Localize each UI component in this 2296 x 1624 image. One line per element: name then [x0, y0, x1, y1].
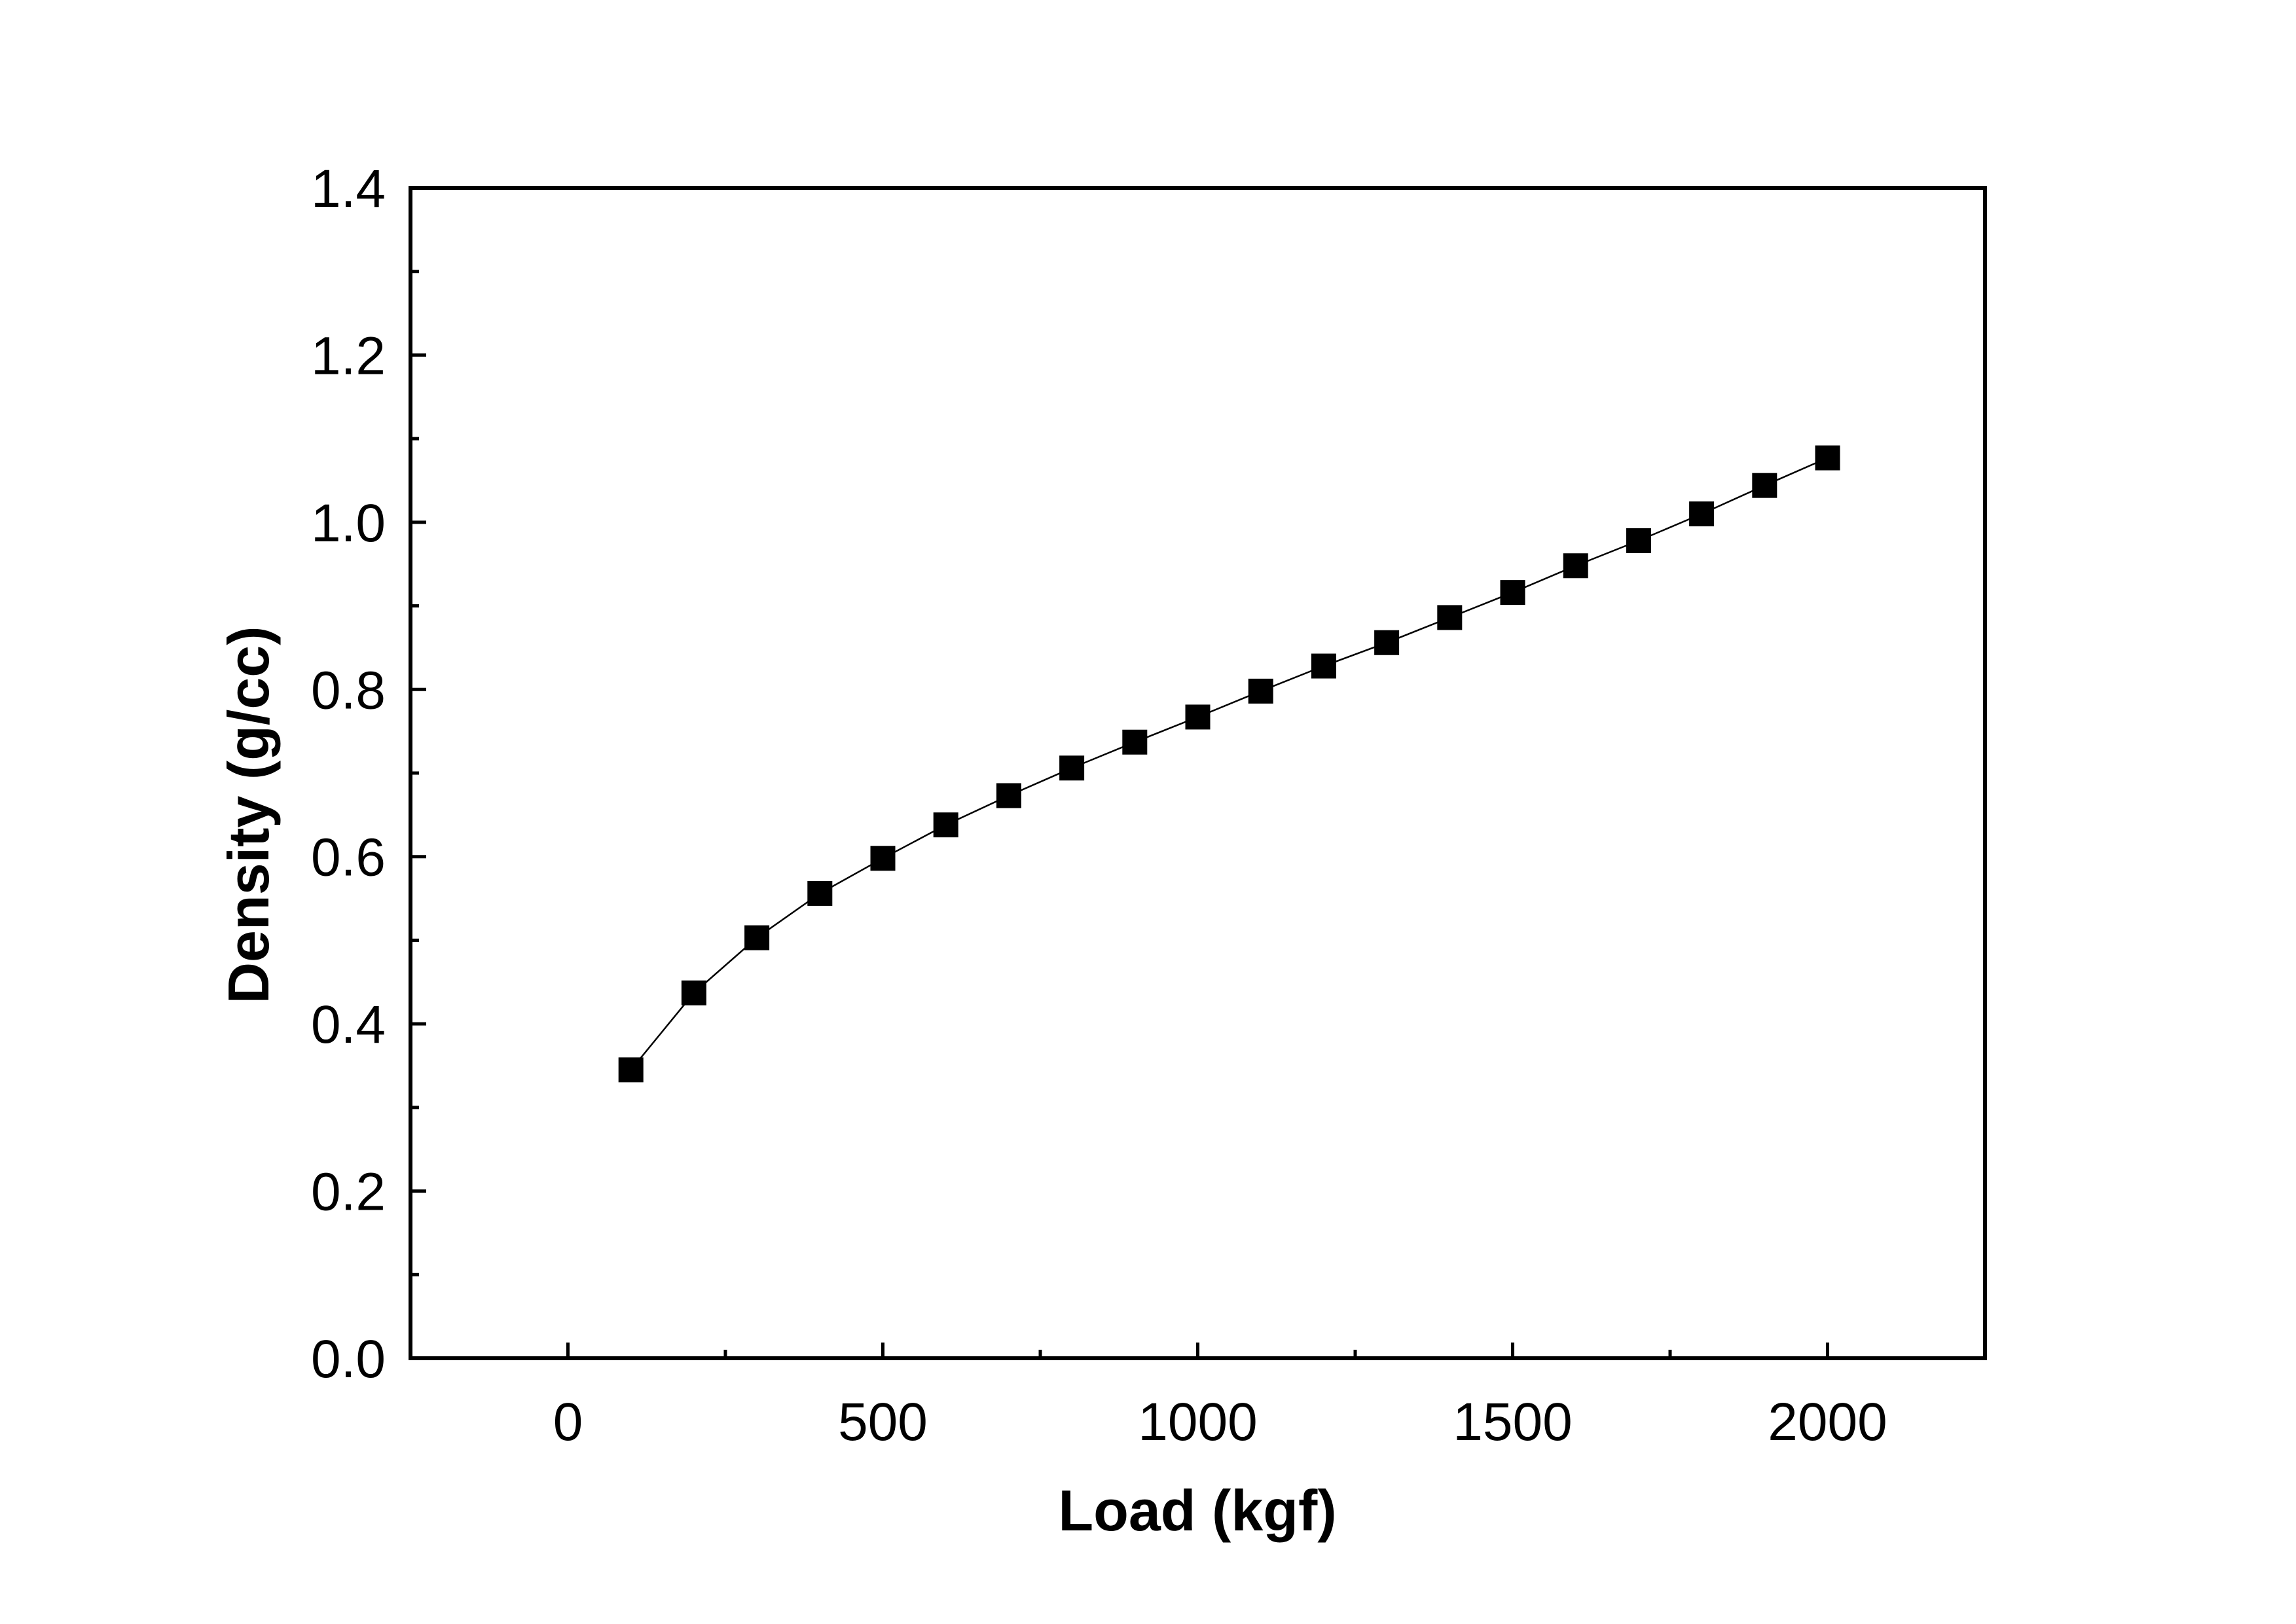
- data-point: [1059, 755, 1085, 781]
- data-point: [618, 1057, 644, 1083]
- data-point: [1248, 678, 1273, 704]
- x-axis-ticks: [566, 1343, 1829, 1358]
- data-point: [1815, 445, 1840, 471]
- x-tick-label: 500: [838, 1392, 928, 1452]
- data-point: [996, 783, 1021, 808]
- data-point: [1185, 704, 1211, 730]
- x-tick-label: 1000: [1138, 1392, 1257, 1452]
- y-tick-label: 1.0: [311, 494, 386, 553]
- y-tick-label: 0.6: [311, 828, 386, 888]
- y-tick-label: 0.2: [311, 1163, 386, 1222]
- series-markers: [618, 445, 1840, 1083]
- x-tick-label: 2000: [1768, 1392, 1887, 1452]
- y-tick-label: 0.4: [311, 995, 386, 1055]
- y-tick-label: 0.0: [311, 1329, 386, 1389]
- y-tick-label: 1.4: [311, 159, 386, 219]
- y-tick-label: 1.2: [311, 326, 386, 386]
- data-point: [681, 980, 706, 1005]
- y-axis-ticks: [410, 186, 426, 1360]
- y-axis-tick-labels: 0.0 0.2 0.4 0.6 0.8 1.0 1.2 1.4: [311, 159, 386, 1389]
- data-point: [807, 880, 833, 906]
- data-point: [1437, 605, 1463, 630]
- y-axis-title: Density (g/cc): [216, 626, 281, 1003]
- plot-frame: [409, 186, 1987, 1360]
- data-point: [744, 925, 770, 950]
- data-point: [1122, 729, 1148, 755]
- data-point: [933, 812, 958, 838]
- y-tick-label: 0.8: [311, 660, 386, 720]
- data-point: [1563, 553, 1588, 579]
- data-point: [1689, 501, 1715, 527]
- data-point: [870, 846, 896, 871]
- data-point: [1500, 580, 1525, 605]
- data-point: [1311, 653, 1336, 679]
- x-tick-label: 0: [553, 1392, 583, 1452]
- x-tick-label: 1500: [1453, 1392, 1572, 1452]
- x-axis-title: Load (kgf): [1058, 1478, 1336, 1543]
- data-point: [1752, 473, 1777, 498]
- data-point: [1626, 528, 1651, 553]
- x-axis-tick-labels: 0 500 1000 1500 2000: [553, 1392, 1887, 1452]
- data-point: [1374, 630, 1400, 655]
